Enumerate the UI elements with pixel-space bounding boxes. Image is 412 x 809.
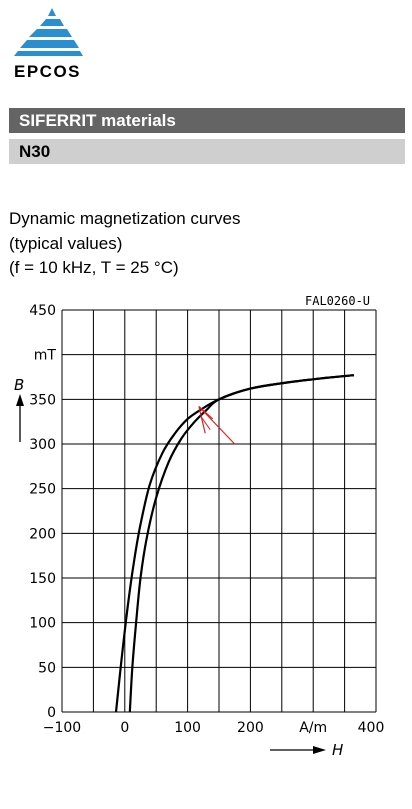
y-tick-label: 200 xyxy=(29,526,56,542)
y-tick-label: 450 xyxy=(29,303,56,319)
brand-name: EPCOS xyxy=(14,62,82,81)
y-axis-arrowhead xyxy=(16,394,24,406)
x-axis-label: H xyxy=(332,741,343,759)
chart-code: FAL0260-U xyxy=(305,294,370,308)
description-line-2: (typical values) xyxy=(9,233,123,253)
x-tick-label: 400 xyxy=(358,720,385,736)
y-tick-label: 50 xyxy=(38,660,56,676)
x-axis-arrowhead xyxy=(313,746,326,754)
y-tick-label: 100 xyxy=(29,616,56,632)
y-axis-label: B xyxy=(14,376,24,394)
x-tick-label: 100 xyxy=(174,720,201,736)
y-tick-label: 300 xyxy=(29,437,56,453)
category-header: SIFERRIT materials xyxy=(9,108,405,133)
chart-curves xyxy=(114,374,355,713)
curve-1 xyxy=(114,374,355,713)
y-tick-label: 150 xyxy=(29,571,56,587)
chart-grid xyxy=(61,309,377,713)
y-unit-label: mT xyxy=(34,348,57,364)
epcos-logo-icon xyxy=(14,8,83,56)
description-line-1: Dynamic magnetization curves xyxy=(9,209,241,228)
description-line-3: (f = 10 kHz, T = 25 °C) xyxy=(9,258,179,277)
x-tick-label: 0 xyxy=(120,720,129,736)
annotation-arrow-head xyxy=(198,406,206,434)
y-tick-label: 0 xyxy=(47,705,56,721)
chart-annotation xyxy=(198,406,236,445)
x-tick-label: 200 xyxy=(237,720,264,736)
y-tick-label: 250 xyxy=(29,482,56,498)
x-tick-label: −100 xyxy=(43,720,81,736)
chart-description: Dynamic magnetization curves (typical va… xyxy=(9,207,240,281)
annotation-arrow-head xyxy=(201,416,211,430)
annotation-arrow-shaft xyxy=(198,406,236,445)
material-header: N30 xyxy=(9,139,405,164)
curve-2 xyxy=(128,374,355,713)
x-unit-label: A/m xyxy=(299,720,327,736)
y-tick-label: 350 xyxy=(29,392,56,408)
annotation-arrow-head xyxy=(198,406,214,420)
